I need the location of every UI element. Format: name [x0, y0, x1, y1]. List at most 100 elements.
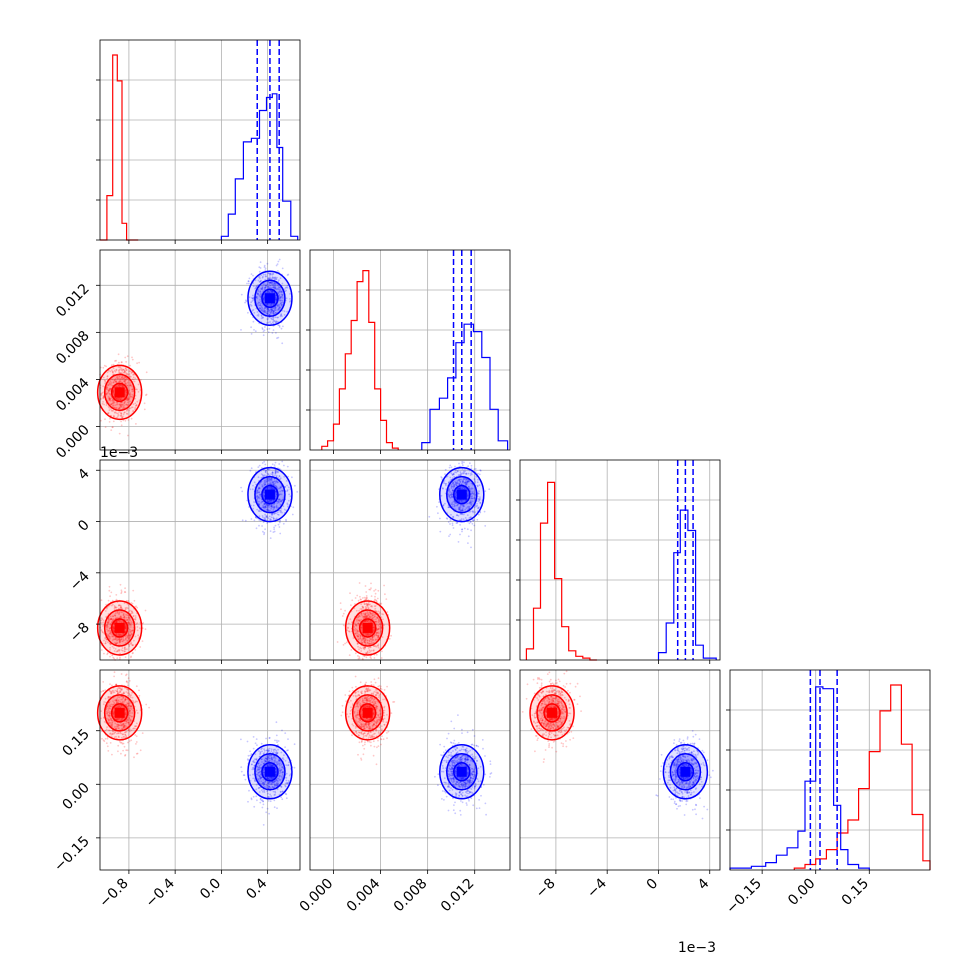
scatter-point-1-0-s1-582: [262, 328, 264, 330]
scatter-point-1-0-s1-334: [282, 326, 284, 328]
scatter-point-2-0-s1-512: [241, 491, 243, 493]
scatter-point-2-0-s0-358: [130, 602, 132, 604]
scatter-point-2-0-s1-360: [273, 527, 275, 529]
scatter-point-2-0-s0-599: [101, 599, 103, 601]
scatter-point-3-0-s0-579: [129, 680, 131, 682]
scatter-point-1-0-s0-231: [124, 357, 126, 359]
scatter-point-2-0-s0-497: [107, 652, 109, 654]
scatter-point-3-0-s1-272: [256, 738, 258, 740]
scatter-point-3-0-s1-240: [247, 741, 249, 743]
scatter-point-2-1-s1-550: [449, 523, 451, 525]
scatter-point-3-0-s1-139: [281, 730, 283, 732]
scatter-point-3-0-s0-21: [113, 676, 115, 678]
scatter-point-1-0-s1-224: [281, 328, 283, 330]
scatter-point-1-0-s1-646: [276, 337, 278, 339]
scatter-point-2-1-s0-402: [343, 613, 345, 615]
scatter-point-2-0-s1-380: [281, 461, 283, 463]
scatter-point-1-0-s1-546: [272, 332, 274, 334]
scatter-point-2-0-s0-587: [116, 657, 118, 659]
scatter-point-3-0-s0-331: [102, 690, 104, 692]
scatter-point-2-1-s0-480: [344, 610, 346, 612]
scatter-point-1-0-s0-215: [105, 426, 107, 428]
scatter-point-3-0-s1-362: [245, 779, 247, 781]
scatter-point-3-0-s1-6: [265, 811, 267, 813]
scatter-point-2-0-s0-230: [145, 628, 147, 630]
scatter-point-2-1-s1-503: [477, 473, 479, 475]
scatter-point-3-0-s0-290: [136, 735, 138, 737]
scatter-point-2-0-s1-367: [263, 532, 265, 534]
scatter-point-2-1-s1-475: [479, 469, 481, 471]
scatter-point-2-0-s1-258: [278, 524, 280, 526]
scatter-point-1-0-s1-304: [253, 321, 255, 323]
scatter-point-3-0-s0-101: [114, 671, 116, 673]
scatter-point-1-0-s1-528: [273, 329, 275, 331]
scatter-point-2-1-s1-11: [478, 514, 480, 516]
scatter-point-2-1-s0-580: [358, 656, 360, 658]
scatter-point-3-0-s0-71: [107, 750, 109, 752]
scatter-point-1-0-s1-122: [263, 334, 265, 336]
scatter-point-2-1-s0-251: [381, 651, 383, 653]
scatter-point-2-0-s1-38: [270, 537, 272, 539]
scatter-point-1-0-s0-580: [121, 361, 123, 363]
scatter-point-1-0-s1-601: [251, 273, 253, 275]
scatter-point-1-0-s0-221: [127, 355, 129, 357]
scatter-point-1-0-s0-568: [131, 418, 133, 420]
scatter-point-3-0-s1-266: [253, 736, 255, 738]
scatter-point-2-1-s1-17: [451, 466, 453, 468]
scatter-point-2-0-s1-355: [240, 487, 242, 489]
density-peak-2-1-s1: [457, 490, 467, 500]
scatter-point-2-1-s1-293: [449, 534, 451, 536]
scatter-point-3-0-s1-375: [248, 755, 250, 757]
scatter-point-1-0-s1-329: [241, 294, 243, 296]
scatter-point-2-0-s0-70: [120, 592, 122, 594]
scatter-point-3-0-s1-83: [249, 755, 251, 757]
scatter-point-1-0-s1-620: [267, 263, 269, 265]
scatter-point-2-1-s0-597: [365, 585, 367, 587]
scatter-point-3-0-s0-523: [121, 673, 123, 675]
scatter-point-2-0-s1-92: [257, 466, 259, 468]
scatter-point-3-0-s1-348: [250, 753, 252, 755]
scatter-point-1-0-s0-246: [125, 420, 127, 422]
scatter-point-3-0-s0-413: [117, 750, 119, 752]
scatter-point-3-0-s1-89: [253, 806, 255, 808]
scatter-point-2-0-s1-596: [264, 464, 266, 466]
scatter-point-2-1-s1-191: [471, 465, 473, 467]
scatter-point-1-0-s0-557: [125, 361, 127, 363]
scatter-point-1-0-s0-439: [132, 359, 134, 361]
scatter-point-2-0-s1-284: [258, 525, 260, 527]
scatter-point-3-0-s0-22: [142, 732, 144, 734]
scatter-point-2-1-s0-600: [362, 597, 364, 599]
scatter-point-2-1-s0-633: [377, 598, 379, 600]
scatter-point-2-0-s0-629: [135, 605, 137, 607]
scatter-point-3-0-s0-37: [136, 685, 138, 687]
scatter-point-2-1-s0-420: [371, 595, 373, 597]
scatter-point-2-1-s1-590: [479, 474, 481, 476]
scatter-point-2-0-s1-560: [270, 530, 272, 532]
scatter-point-3-0-s0-463: [111, 754, 113, 756]
scatter-point-2-0-s0-465: [134, 649, 136, 651]
scatter-point-2-1-s0-227: [370, 587, 372, 589]
scatter-point-3-0-s0-541: [136, 741, 138, 743]
scatter-point-2-1-s0-195: [387, 611, 389, 613]
scatter-point-2-1-s0-464: [375, 599, 377, 601]
scatter-point-2-1-s0-229: [376, 654, 378, 656]
scatter-point-2-1-s0-355: [366, 595, 368, 597]
scatter-point-3-0-s0-409: [110, 742, 112, 744]
scatter-point-3-0-s1-131: [262, 807, 264, 809]
scatter-point-2-1-s0-640: [359, 582, 361, 584]
scatter-point-1-0-s1-131: [277, 263, 279, 265]
scatter-point-1-0-s0-471: [113, 364, 115, 366]
scatter-point-3-0-s1-47: [276, 740, 278, 742]
scatter-point-2-0-s0-207: [115, 594, 117, 596]
scatter-point-1-0-s1-639: [279, 259, 281, 261]
scatter-point-2-1-s0-380: [351, 599, 353, 601]
scatter-point-2-0-s1-575: [275, 462, 277, 464]
scatter-point-2-0-s0-504: [132, 653, 134, 655]
scatter-point-2-1-s0-29: [342, 615, 344, 617]
scatter-point-3-0-s0-610: [139, 695, 141, 697]
scatter-point-1-0-s1-530: [264, 265, 266, 267]
scatter-point-1-0-s0-348: [127, 419, 129, 421]
scatter-point-1-0-s0-332: [109, 421, 111, 423]
scatter-point-3-0-s0-497: [121, 742, 123, 744]
scatter-point-2-0-s1-345: [251, 518, 253, 520]
